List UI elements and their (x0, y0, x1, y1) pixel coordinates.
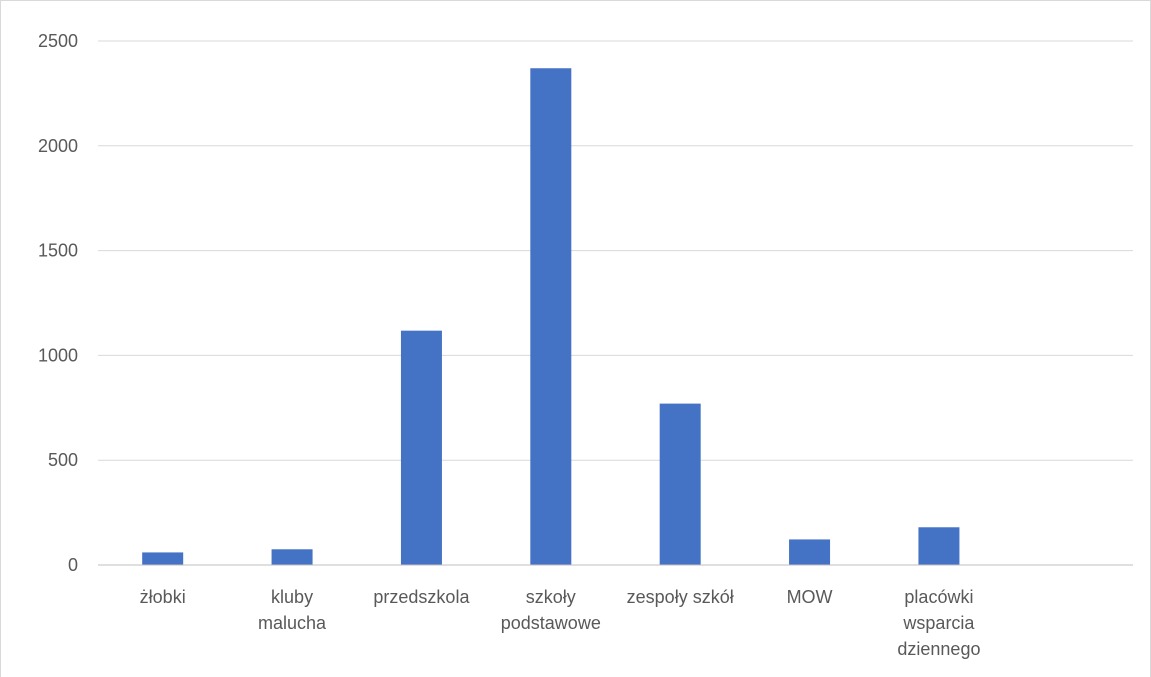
x-category-label-line: dziennego (897, 639, 980, 659)
gridlines (98, 40, 1133, 461)
bar (789, 539, 831, 565)
bars (142, 68, 960, 566)
bar (659, 403, 701, 565)
y-tick-label: 0 (68, 555, 78, 575)
bar (271, 549, 313, 565)
x-category-label: zespoły szkół (627, 587, 734, 607)
bar (400, 330, 442, 565)
x-axis-category-labels: żłobki kluby malucha przedszkola szkoły podst… (140, 587, 981, 659)
x-category-label: szkoły podstawowe (501, 587, 601, 633)
x-category-label-line: przedszkola (373, 587, 470, 607)
y-tick-label: 1500 (38, 241, 78, 261)
y-tick-label: 2500 (38, 31, 78, 51)
bar (530, 68, 572, 566)
x-category-label-line: placówki (904, 587, 973, 607)
y-tick-label: 2000 (38, 136, 78, 156)
x-category-label-line: wsparcia (902, 613, 975, 633)
x-category-label: placówki wsparcia dziennego (897, 587, 980, 659)
bar (142, 552, 184, 565)
y-tick-label: 500 (48, 450, 78, 470)
x-category-label: MOW (787, 587, 833, 607)
y-axis-tick-labels: 0 500 1000 1500 2000 2500 (38, 31, 78, 575)
x-category-label-line: kluby (271, 587, 313, 607)
x-category-label-line: malucha (258, 613, 327, 633)
x-category-label: kluby malucha (258, 587, 327, 633)
x-category-label-line: żłobki (140, 587, 186, 607)
x-category-label: przedszkola (373, 587, 470, 607)
y-tick-label: 1000 (38, 345, 78, 365)
x-category-label-line: szkoły (526, 587, 576, 607)
x-category-label-line: MOW (787, 587, 833, 607)
x-category-label: żłobki (140, 587, 186, 607)
x-category-label-line: podstawowe (501, 613, 601, 633)
x-category-label-line: zespoły szkół (627, 587, 734, 607)
bar (918, 527, 960, 565)
